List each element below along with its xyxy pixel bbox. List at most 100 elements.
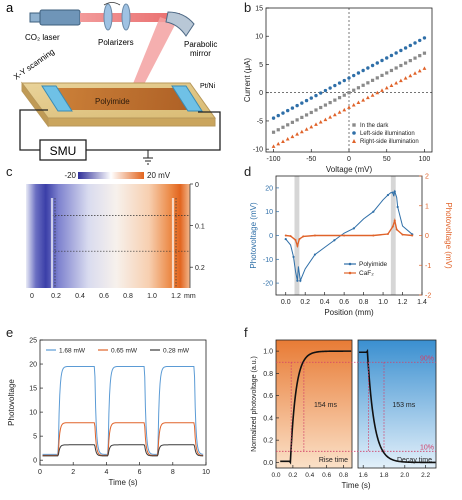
data-point bbox=[413, 71, 417, 75]
data-point bbox=[391, 191, 394, 194]
x-tick-label: 1.6 bbox=[359, 472, 368, 479]
data-point bbox=[276, 128, 280, 132]
data-point bbox=[417, 68, 422, 73]
data-point bbox=[372, 234, 375, 237]
data-point bbox=[385, 56, 389, 60]
decay-time-value: 153 ms bbox=[392, 402, 415, 409]
data-point bbox=[284, 234, 287, 237]
y-tick-label: 0.8 bbox=[263, 371, 273, 378]
data-point bbox=[418, 38, 422, 43]
decay-time-label: Decay time bbox=[397, 457, 432, 464]
data-point bbox=[299, 129, 304, 134]
legend-label: Right-side illumination bbox=[360, 139, 419, 145]
polarizers-label: Polarizers bbox=[98, 38, 134, 47]
data-point bbox=[285, 108, 290, 113]
legend-marker bbox=[352, 139, 356, 143]
data-point bbox=[413, 56, 417, 60]
data-point bbox=[333, 98, 337, 102]
data-point bbox=[343, 234, 346, 237]
data-point bbox=[295, 103, 299, 108]
scanning-label: X-Y scanning bbox=[12, 47, 56, 82]
panel-a-letter: a bbox=[6, 0, 14, 15]
legend-label: CaF₂ bbox=[359, 270, 374, 277]
data-point bbox=[393, 219, 396, 222]
data-point bbox=[347, 105, 351, 109]
rise-time-label: Rise time bbox=[319, 457, 348, 464]
x-tick-label: 0.2 bbox=[288, 472, 297, 479]
y-tick-label: -20 bbox=[263, 281, 273, 288]
data-point bbox=[403, 46, 408, 50]
data-point bbox=[403, 76, 408, 80]
y-tick-label: 0.0 bbox=[263, 460, 273, 467]
data-point bbox=[296, 279, 299, 282]
y-tick-label: 5 bbox=[33, 434, 37, 441]
data-point bbox=[394, 66, 398, 70]
data-point bbox=[347, 76, 351, 80]
y-tick-label: 25 bbox=[29, 338, 37, 345]
data-point bbox=[366, 66, 370, 70]
x-tick-label: 2.0 bbox=[400, 472, 409, 479]
y-tick-label: 10 bbox=[265, 209, 273, 216]
y-tick-label: 0 bbox=[259, 90, 263, 97]
panel-c: c -20 20 mV 0 0.1 0.2 0 0.2 0.4 0.6 0.8 1.0 1.2 mm bbox=[6, 164, 205, 300]
data-point bbox=[361, 83, 365, 87]
data-point bbox=[271, 144, 276, 148]
y-tick-label: 1.0 bbox=[263, 349, 273, 356]
data-point bbox=[337, 81, 342, 85]
right-electrode bbox=[171, 85, 203, 112]
data-point bbox=[332, 112, 337, 117]
mirror-label-2: mirror bbox=[190, 49, 211, 58]
polarizer-2-icon bbox=[121, 3, 131, 31]
data-point bbox=[290, 134, 295, 139]
legend-label: 0.65 mW bbox=[111, 348, 138, 355]
data-point bbox=[394, 51, 398, 55]
data-point bbox=[304, 98, 309, 103]
y-tick-label: 10 bbox=[255, 34, 263, 41]
data-point bbox=[333, 239, 336, 242]
data-point bbox=[337, 110, 342, 114]
data-point bbox=[271, 116, 276, 120]
data-point bbox=[352, 227, 355, 230]
smu-label: SMU bbox=[50, 144, 77, 158]
data-point bbox=[395, 228, 398, 231]
data-point bbox=[385, 71, 389, 75]
electrode-label: Pt/Ni bbox=[200, 83, 216, 90]
laser-label: CO₂ laser bbox=[25, 33, 60, 42]
data-point bbox=[418, 54, 422, 58]
data-point bbox=[375, 76, 379, 80]
data-point bbox=[365, 95, 370, 100]
x-tick-label: 0.2 bbox=[51, 293, 61, 300]
y-right-tick-label: 0 bbox=[425, 233, 429, 240]
data-point bbox=[375, 61, 379, 65]
data-point bbox=[380, 73, 384, 78]
x-axis-label: Time (s) bbox=[108, 478, 137, 487]
data-point bbox=[351, 102, 356, 107]
data-point bbox=[299, 279, 302, 282]
legend-label: 0.28 mW bbox=[163, 348, 190, 355]
data-point bbox=[281, 139, 285, 143]
y-tick-label: -5 bbox=[257, 118, 263, 125]
left-electrode bbox=[41, 85, 73, 112]
x-axis-label: Voltage (mV) bbox=[326, 165, 373, 174]
data-point bbox=[337, 96, 342, 100]
x-axis-label: Time (s) bbox=[341, 481, 370, 490]
y-tick-label: 0.2 bbox=[195, 265, 205, 272]
data-point bbox=[342, 93, 346, 97]
y-axis-label: Normalized photovoltage (a.u.) bbox=[251, 356, 258, 452]
x-tick-label: 0 bbox=[347, 156, 351, 163]
data-point bbox=[294, 238, 297, 241]
x-unit-label: mm bbox=[184, 293, 196, 300]
data-point bbox=[342, 107, 347, 112]
data-point bbox=[314, 108, 318, 112]
data-point bbox=[304, 113, 309, 117]
data-point bbox=[276, 141, 281, 146]
data-point bbox=[375, 90, 380, 95]
data-point bbox=[356, 71, 361, 75]
x-tick-label: 0.8 bbox=[359, 299, 369, 306]
y-tick-label: 0.6 bbox=[263, 393, 273, 400]
y-axis-label: Photovoltage (mV) bbox=[249, 202, 258, 269]
polyimide-label: Polyimide bbox=[95, 97, 130, 106]
data-point bbox=[370, 93, 375, 97]
y-right-tick-label: -1 bbox=[425, 263, 431, 270]
